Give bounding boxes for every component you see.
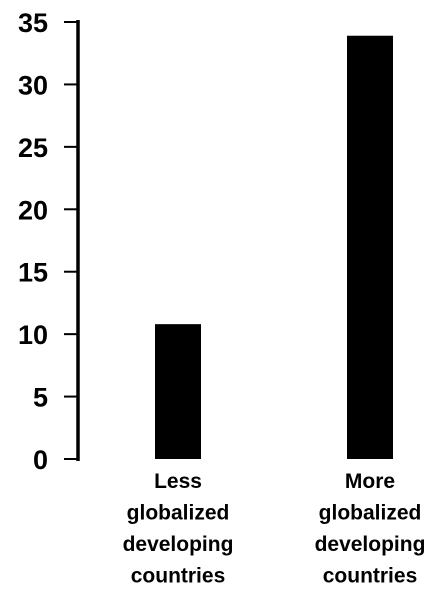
category-label-1-line-0: More — [345, 470, 395, 493]
category-label-1-line-1: globalized — [319, 502, 422, 525]
category-label-0-line-3: countries — [131, 565, 226, 588]
category-label-1: More globalized developing countries — [315, 470, 426, 588]
category-labels: Less globalized developing countries More glo… — [123, 470, 426, 588]
bars — [155, 35, 393, 460]
y-tick-label-0: 0 — [33, 445, 48, 475]
y-tick-label-15: 15 — [18, 258, 48, 288]
category-label-0-line-2: developing — [123, 533, 234, 556]
y-tick-label-25: 25 — [18, 133, 48, 163]
category-label-1-line-3: countries — [323, 565, 418, 588]
bar-1 — [347, 35, 393, 460]
category-label-0-line-0: Less — [154, 470, 202, 493]
bar-0 — [155, 324, 201, 459]
category-label-0: Less globalized developing countries — [123, 470, 234, 588]
category-label-0-line-1: globalized — [127, 502, 230, 525]
y-tick-label-5: 5 — [33, 383, 48, 413]
y-axis: 0 5 10 15 20 25 30 35 — [18, 8, 80, 475]
y-tick-label-35: 35 — [18, 8, 48, 38]
category-label-1-line-2: developing — [315, 533, 426, 556]
y-tick-label-20: 20 — [18, 195, 48, 225]
y-tick-label-30: 30 — [18, 70, 48, 100]
y-tick-label-10: 10 — [18, 320, 48, 350]
